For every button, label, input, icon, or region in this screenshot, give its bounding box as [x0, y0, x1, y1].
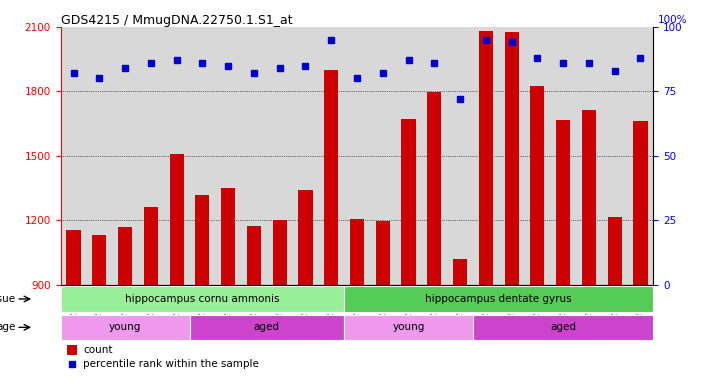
- Text: GDS4215 / MmugDNA.22750.1.S1_at: GDS4215 / MmugDNA.22750.1.S1_at: [61, 14, 292, 27]
- Bar: [61, 286, 344, 312]
- Bar: [376, 222, 390, 285]
- Bar: [344, 314, 473, 340]
- Bar: [247, 226, 261, 285]
- Text: aged: aged: [550, 322, 576, 332]
- Text: young: young: [393, 322, 425, 332]
- Text: age: age: [0, 322, 16, 332]
- Bar: [273, 220, 287, 285]
- Bar: [189, 314, 344, 340]
- Bar: [401, 119, 416, 285]
- Bar: [118, 227, 132, 285]
- Bar: [144, 207, 158, 285]
- Text: aged: aged: [253, 322, 280, 332]
- Bar: [505, 32, 518, 285]
- Bar: [61, 314, 189, 340]
- Bar: [344, 286, 653, 312]
- Bar: [196, 195, 209, 285]
- Bar: [66, 344, 77, 354]
- Bar: [92, 235, 106, 285]
- Bar: [453, 259, 467, 285]
- Bar: [350, 219, 364, 285]
- Bar: [473, 314, 653, 340]
- Bar: [479, 31, 493, 285]
- Bar: [298, 190, 313, 285]
- Text: count: count: [84, 344, 113, 354]
- Bar: [608, 217, 622, 285]
- Text: tissue: tissue: [0, 294, 16, 304]
- Text: young: young: [109, 322, 141, 332]
- Bar: [427, 93, 441, 285]
- Bar: [556, 120, 570, 285]
- Bar: [66, 230, 81, 285]
- Text: 100%: 100%: [658, 15, 687, 25]
- Text: hippocampus cornu ammonis: hippocampus cornu ammonis: [125, 294, 280, 304]
- Text: percentile rank within the sample: percentile rank within the sample: [84, 359, 259, 369]
- Bar: [221, 188, 235, 285]
- Bar: [324, 70, 338, 285]
- Bar: [582, 109, 596, 285]
- Bar: [169, 154, 183, 285]
- Text: hippocampus dentate gyrus: hippocampus dentate gyrus: [426, 294, 572, 304]
- Bar: [531, 86, 545, 285]
- Bar: [633, 121, 648, 285]
